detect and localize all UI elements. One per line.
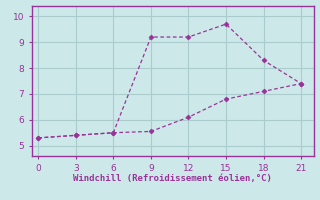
X-axis label: Windchill (Refroidissement éolien,°C): Windchill (Refroidissement éolien,°C) (73, 174, 272, 183)
